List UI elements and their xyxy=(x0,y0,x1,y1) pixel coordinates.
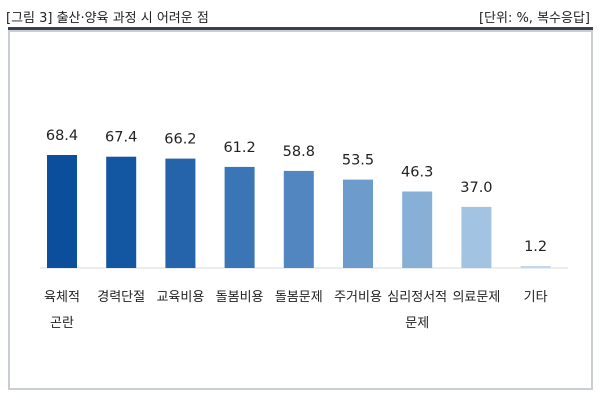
bar xyxy=(106,156,137,268)
bar xyxy=(224,166,255,268)
bar xyxy=(343,179,373,268)
data-label: 61.2 xyxy=(223,140,255,156)
chart-title: [그림 3] 출산·양육 과정 시 어려운 점 xyxy=(6,11,209,26)
category-label: 교육비용 xyxy=(156,290,204,305)
unit-note: [단위: %, 복수응답] xyxy=(478,11,590,26)
data-label: 1.2 xyxy=(524,239,547,255)
bar xyxy=(47,155,77,268)
data-label: 58.8 xyxy=(283,144,315,160)
category-label: 돌봄문제 xyxy=(275,290,323,305)
bar xyxy=(402,191,433,268)
bar xyxy=(520,266,551,268)
category-label: 주거비용 xyxy=(334,290,382,305)
data-label: 67.4 xyxy=(105,130,137,146)
category-label: 곤란 xyxy=(50,316,74,331)
bar xyxy=(165,158,196,268)
data-label: 66.2 xyxy=(164,132,196,148)
category-label: 기타 xyxy=(524,290,548,305)
chart-header: [그림 3] 출산·양육 과정 시 어려운 점 [단위: %, 복수응답] xyxy=(6,3,590,27)
header-divider xyxy=(8,27,593,30)
bar xyxy=(283,170,314,268)
category-label: 심리정서적 xyxy=(387,290,447,305)
data-label: 53.5 xyxy=(342,153,374,169)
data-label: 37.0 xyxy=(460,180,492,196)
category-label: 문제 xyxy=(405,316,429,331)
category-label: 돌봄비용 xyxy=(216,290,264,305)
category-label: 경력단절 xyxy=(97,290,145,305)
bar xyxy=(461,206,492,268)
data-label: 46.3 xyxy=(401,165,433,181)
category-label: 의료문제 xyxy=(452,290,500,305)
category-label: 육체적 xyxy=(44,290,80,305)
data-label: 68.4 xyxy=(46,128,78,144)
